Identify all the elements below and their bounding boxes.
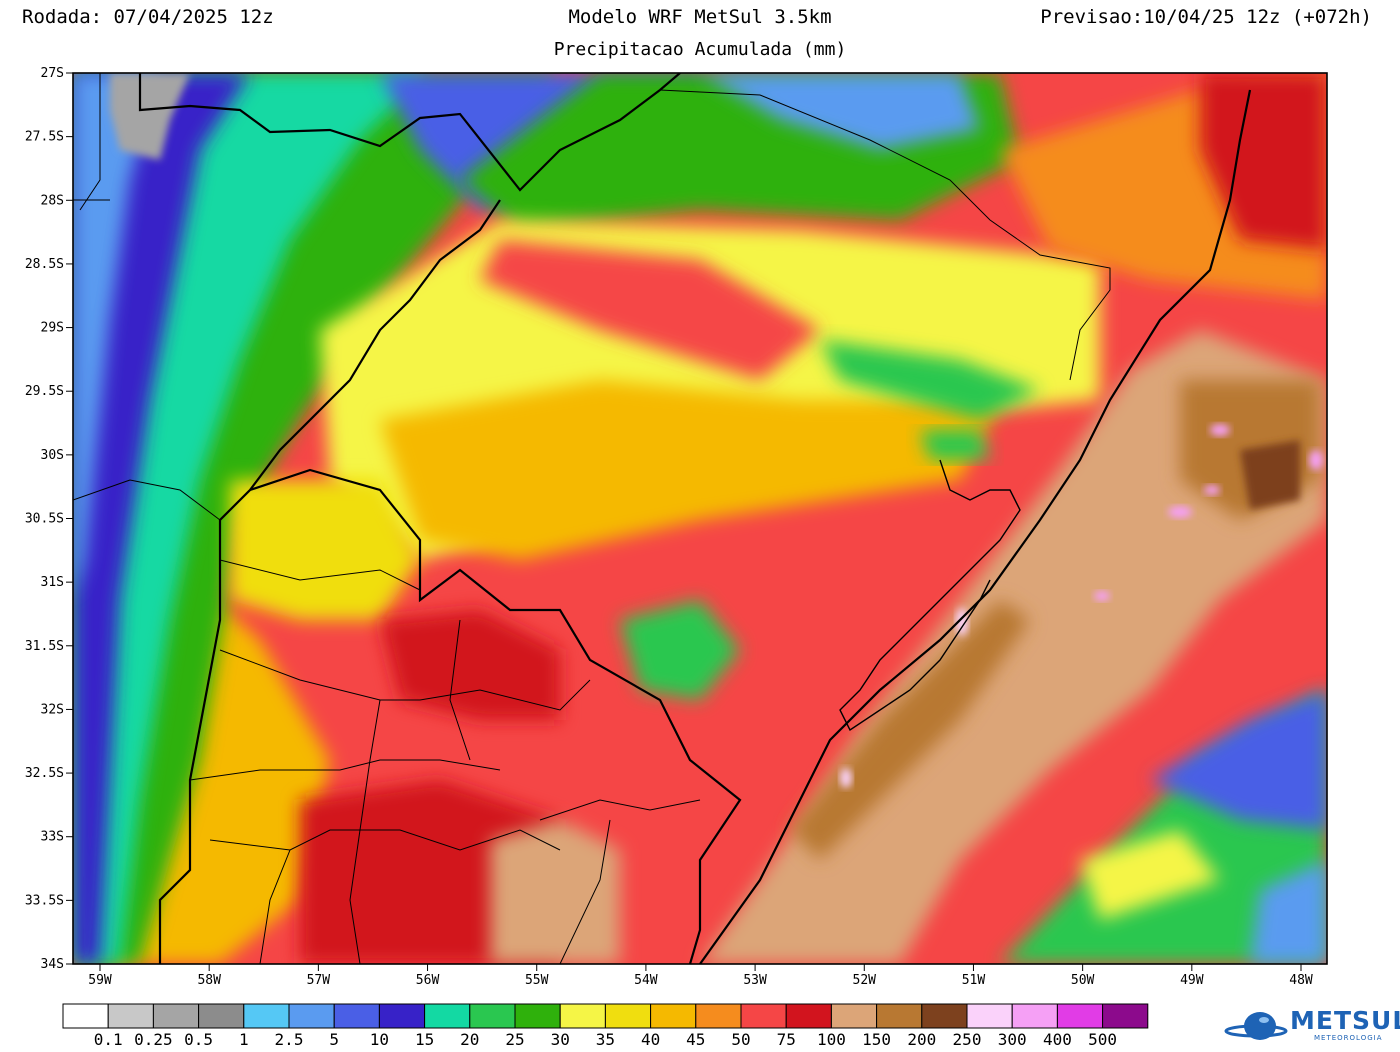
lat-tick-label: 29S bbox=[41, 321, 64, 336]
colorbar-swatch bbox=[469, 1003, 516, 1029]
longitude-axis: 59W 58W 57W 56W 55W 54W 53W 52W 51W 50W 49W 48W bbox=[88, 964, 1313, 988]
lon-tick-label: 51W bbox=[962, 973, 986, 988]
lat-tick-label: 33S bbox=[41, 830, 64, 845]
lat-tick-label: 34S bbox=[41, 957, 64, 972]
colorbar-swatch bbox=[604, 1003, 652, 1029]
colorbar-swatch bbox=[921, 1003, 968, 1029]
lat-tick-label: 29.5S bbox=[25, 384, 64, 399]
colorbar-swatch bbox=[830, 1003, 878, 1029]
lon-tick-label: 52W bbox=[853, 973, 877, 988]
colorbar-label: 35 bbox=[596, 1030, 615, 1049]
forecast-time: Previsao:10/04/25 12z (+072h) bbox=[1040, 6, 1372, 28]
colorbar-label: 5 bbox=[329, 1030, 339, 1049]
colorbar-swatch bbox=[333, 1003, 380, 1029]
metsul-logo: METSUL METEOROLOGIA bbox=[1224, 1004, 1400, 1044]
colorbar-label: 45 bbox=[686, 1030, 705, 1049]
globe-icon bbox=[1224, 1012, 1288, 1040]
lon-tick-label: 50W bbox=[1071, 973, 1095, 988]
map-subtitle: Precipitacao Acumulada (mm) bbox=[553, 39, 847, 60]
lat-tick-label: 32.5S bbox=[25, 766, 64, 781]
logo-tagline: METEOROLOGIA bbox=[1314, 1034, 1383, 1042]
colorbar-label: 10 bbox=[370, 1030, 389, 1049]
lat-tick-label: 28.5S bbox=[25, 257, 64, 272]
colorbar-swatch bbox=[243, 1003, 290, 1029]
colorbar-swatch bbox=[288, 1003, 335, 1029]
colorbar-swatch bbox=[152, 1003, 200, 1029]
lon-tick-label: 49W bbox=[1180, 973, 1204, 988]
lat-tick-label: 30.5S bbox=[25, 512, 64, 527]
colorbar-swatch bbox=[198, 1003, 245, 1029]
lat-tick-label: 31.5S bbox=[25, 639, 64, 654]
colorbar-swatch bbox=[876, 1003, 923, 1029]
run-time: Rodada: 07/04/2025 12z bbox=[22, 6, 274, 28]
lat-tick-label: 32S bbox=[41, 702, 64, 717]
colorbar-label: 500 bbox=[1088, 1030, 1117, 1049]
lon-tick-label: 54W bbox=[634, 973, 658, 988]
colorbar-label: 150 bbox=[862, 1030, 891, 1049]
colorbar-label: 25 bbox=[505, 1030, 524, 1049]
colorbar-swatch bbox=[695, 1003, 742, 1029]
colorbar-label: 100 bbox=[817, 1030, 846, 1049]
lon-tick-label: 56W bbox=[416, 973, 440, 988]
colorbar-swatch bbox=[107, 1003, 154, 1029]
logo-name: METSUL bbox=[1290, 1006, 1400, 1035]
colorbar-swatch bbox=[966, 1003, 1013, 1029]
colorbar-label: 1 bbox=[239, 1030, 249, 1049]
colorbar-swatch bbox=[62, 1003, 109, 1029]
lagoon-outline bbox=[839, 459, 1021, 732]
lat-tick-label: 27.5S bbox=[25, 130, 64, 145]
precip-field bbox=[73, 73, 1327, 964]
colorbar-swatch bbox=[1102, 1003, 1149, 1029]
colorbar-label: 0.1 bbox=[94, 1030, 123, 1049]
colorbar-swatch bbox=[514, 1003, 561, 1029]
lat-tick-label: 27S bbox=[41, 66, 64, 81]
colorbar-label: 50 bbox=[731, 1030, 750, 1049]
lat-tick-label: 30S bbox=[41, 448, 64, 463]
colorbar-swatch bbox=[1056, 1003, 1104, 1029]
lon-tick-label: 48W bbox=[1289, 973, 1313, 988]
colorbar-label: 250 bbox=[953, 1030, 982, 1049]
colorbar-label: 200 bbox=[907, 1030, 936, 1049]
colorbar-label: 2.5 bbox=[275, 1030, 304, 1049]
lat-tick-label: 28S bbox=[41, 193, 64, 208]
colorbar-swatch bbox=[559, 1003, 606, 1029]
colorbar-label: 0.5 bbox=[184, 1030, 213, 1049]
colorbar-swatch bbox=[785, 1003, 832, 1029]
model-name: Modelo WRF MetSul 3.5km bbox=[568, 6, 832, 28]
colorbar-label: 40 bbox=[641, 1030, 660, 1049]
colorbar-label: 15 bbox=[415, 1030, 434, 1049]
state-borders bbox=[73, 73, 1111, 964]
lat-tick-label: 33.5S bbox=[25, 893, 64, 908]
colorbar-label: 30 bbox=[551, 1030, 570, 1049]
colorbar-label: 300 bbox=[998, 1030, 1027, 1049]
national-borders bbox=[138, 73, 1252, 964]
colorbar-swatch bbox=[424, 1003, 471, 1029]
lon-tick-label: 59W bbox=[88, 973, 112, 988]
colorbar-swatch bbox=[1011, 1003, 1058, 1029]
colorbar-swatch bbox=[378, 1003, 426, 1029]
lon-tick-label: 53W bbox=[743, 973, 767, 988]
latitude-axis: 27S 27.5S 28S 28.5S 29S 29.5S 30S 30.5S 31S 31.5S… bbox=[25, 66, 73, 972]
colorbar-label: 75 bbox=[777, 1030, 796, 1049]
colorbar-label: 0.25 bbox=[134, 1030, 173, 1049]
lat-tick-label: 31S bbox=[41, 575, 64, 590]
colorbar-swatch bbox=[650, 1003, 697, 1029]
colorbar-swatch bbox=[740, 1003, 787, 1029]
colorbar-label: 400 bbox=[1043, 1030, 1072, 1049]
lon-tick-label: 58W bbox=[197, 973, 221, 988]
lon-tick-label: 57W bbox=[307, 973, 331, 988]
colorbar: 0.1 0.25 0.5 1 2.5 5 10 15 20 25 30 35 40 45 50 75 100 15… bbox=[62, 1003, 1149, 1049]
colorbar-label: 20 bbox=[460, 1030, 479, 1049]
lon-tick-label: 55W bbox=[525, 973, 549, 988]
